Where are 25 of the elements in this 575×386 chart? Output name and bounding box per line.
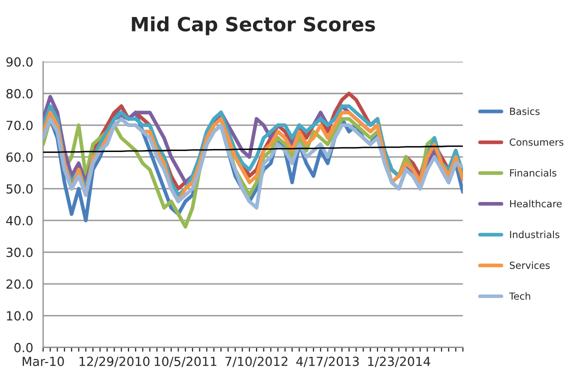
line-series [43, 145, 463, 153]
y-tick-label: 60.0 [6, 152, 33, 162]
y-tick-label: 30.0 [6, 248, 33, 258]
x-tick-label: 1/23/2014 [368, 356, 430, 368]
legend-label: Consumers [510, 138, 564, 146]
y-tick-label: 20.0 [6, 279, 33, 289]
legend-label: Services [510, 261, 550, 269]
x-tick-label: 4/17/2013 [296, 356, 359, 368]
y-tick-label: 0.0 [14, 342, 33, 352]
legend-label: Tech [509, 292, 530, 300]
legend-label: Healthcare [510, 200, 562, 208]
x-tick-label: 12/29/2010 [80, 356, 150, 368]
legend-label: Basics [510, 107, 540, 116]
y-tick-label: 10.0 [6, 311, 33, 321]
x-tick-label: 10/5/2011 [154, 356, 216, 368]
legend-label: Financials [510, 169, 556, 177]
y-tick-label: 90.0 [6, 57, 33, 67]
legend-label: Industrials [510, 230, 560, 238]
y-tick-label: 50.0 [6, 184, 33, 194]
x-tick-label: 7/10/2012 [226, 356, 288, 368]
x-tick-label: Mar-10 [22, 356, 64, 366]
chart-title: Mid Cap Sector Scores [132, 16, 375, 36]
y-tick-label: 80.0 [6, 88, 33, 98]
y-tick-label: 40.0 [6, 216, 33, 226]
y-tick-label: 70.0 [6, 120, 33, 130]
